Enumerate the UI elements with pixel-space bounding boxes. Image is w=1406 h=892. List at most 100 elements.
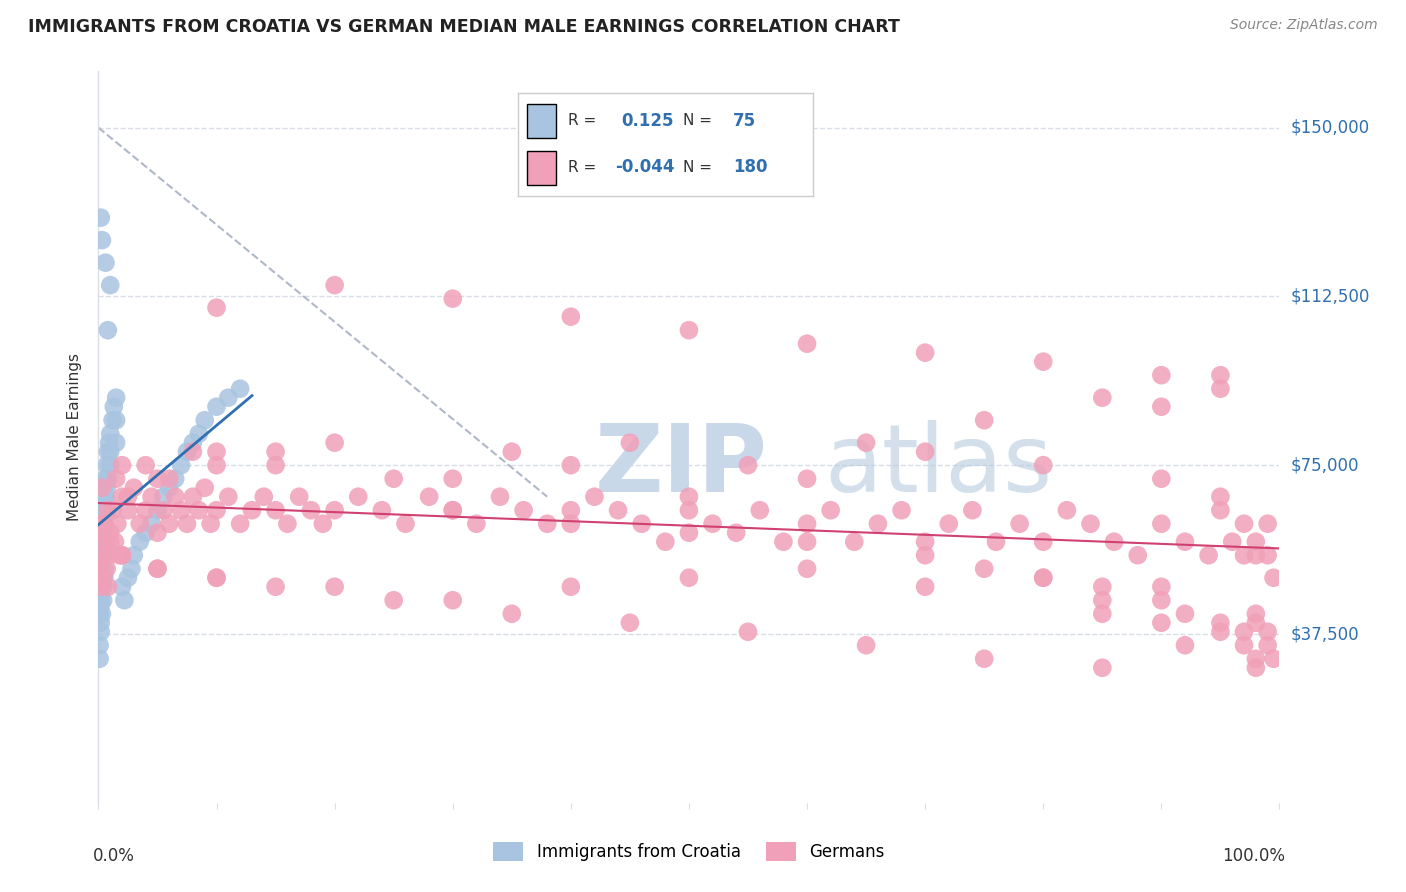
Point <box>1091 580 1114 594</box>
Point <box>914 444 936 458</box>
Point <box>108 548 131 562</box>
Point <box>89 607 111 621</box>
Point <box>91 571 114 585</box>
Point <box>93 534 115 549</box>
Point <box>1263 652 1285 666</box>
Point <box>1150 368 1173 383</box>
Point <box>418 490 440 504</box>
Point <box>89 571 111 585</box>
Point <box>1174 638 1197 652</box>
Point <box>146 562 169 576</box>
Point <box>973 652 995 666</box>
Point <box>146 472 169 486</box>
Point <box>111 548 134 562</box>
Point <box>91 580 114 594</box>
Point <box>94 503 117 517</box>
Point <box>737 624 759 639</box>
Point <box>1091 661 1114 675</box>
Point <box>796 516 818 531</box>
Point <box>1244 615 1267 630</box>
Point <box>89 580 111 594</box>
Point <box>1056 503 1078 517</box>
Point <box>97 580 120 594</box>
Point <box>93 516 115 531</box>
Point <box>1257 516 1279 531</box>
Point <box>205 458 228 473</box>
Point <box>973 413 995 427</box>
Point <box>97 472 120 486</box>
Point <box>141 490 163 504</box>
Point <box>89 548 111 562</box>
Point <box>98 435 121 450</box>
Point <box>117 490 139 504</box>
Point <box>98 525 121 540</box>
Point <box>91 233 114 247</box>
Point <box>737 458 759 473</box>
Point <box>105 413 128 427</box>
Text: Source: ZipAtlas.com: Source: ZipAtlas.com <box>1230 18 1378 32</box>
Point <box>200 516 222 531</box>
Point <box>205 503 228 517</box>
Point <box>796 472 818 486</box>
Point <box>619 435 641 450</box>
Point <box>1150 580 1173 594</box>
Point <box>1032 458 1054 473</box>
Point <box>187 503 209 517</box>
Point <box>90 624 112 639</box>
Point <box>90 534 112 549</box>
Point <box>91 571 114 585</box>
Point <box>489 490 512 504</box>
Point <box>1150 400 1173 414</box>
Point <box>176 444 198 458</box>
Point <box>194 413 217 427</box>
Point <box>1032 571 1054 585</box>
Point <box>217 391 239 405</box>
Point <box>866 516 889 531</box>
Point <box>194 481 217 495</box>
Point <box>141 516 163 531</box>
Point <box>90 516 112 531</box>
Point <box>678 503 700 517</box>
Point <box>560 580 582 594</box>
Point <box>465 516 488 531</box>
Point <box>288 490 311 504</box>
Point <box>205 571 228 585</box>
Point <box>90 580 112 594</box>
Point <box>1091 607 1114 621</box>
Point <box>299 503 322 517</box>
Point <box>97 444 120 458</box>
Point <box>89 562 111 576</box>
Point <box>536 516 558 531</box>
Point <box>205 444 228 458</box>
Point <box>205 571 228 585</box>
Point <box>94 534 117 549</box>
Point <box>176 516 198 531</box>
Point <box>91 548 114 562</box>
Point <box>90 589 112 603</box>
Point <box>1032 534 1054 549</box>
Point <box>1257 638 1279 652</box>
Point <box>253 490 276 504</box>
Point <box>984 534 1007 549</box>
Point <box>98 458 121 473</box>
Point <box>91 503 114 517</box>
Point <box>165 490 187 504</box>
Point <box>630 516 652 531</box>
Point <box>89 593 111 607</box>
Text: $112,500: $112,500 <box>1291 287 1369 305</box>
Point <box>938 516 960 531</box>
Point <box>135 525 157 540</box>
Point <box>1150 615 1173 630</box>
Text: $37,500: $37,500 <box>1291 625 1360 643</box>
Point <box>165 472 187 486</box>
Point <box>1244 548 1267 562</box>
Point <box>382 593 405 607</box>
Point <box>101 503 124 517</box>
Point <box>89 652 111 666</box>
Point <box>1032 354 1054 368</box>
Point <box>1209 368 1232 383</box>
Point <box>93 481 115 495</box>
Point <box>323 580 346 594</box>
Point <box>93 571 115 585</box>
Point <box>105 391 128 405</box>
